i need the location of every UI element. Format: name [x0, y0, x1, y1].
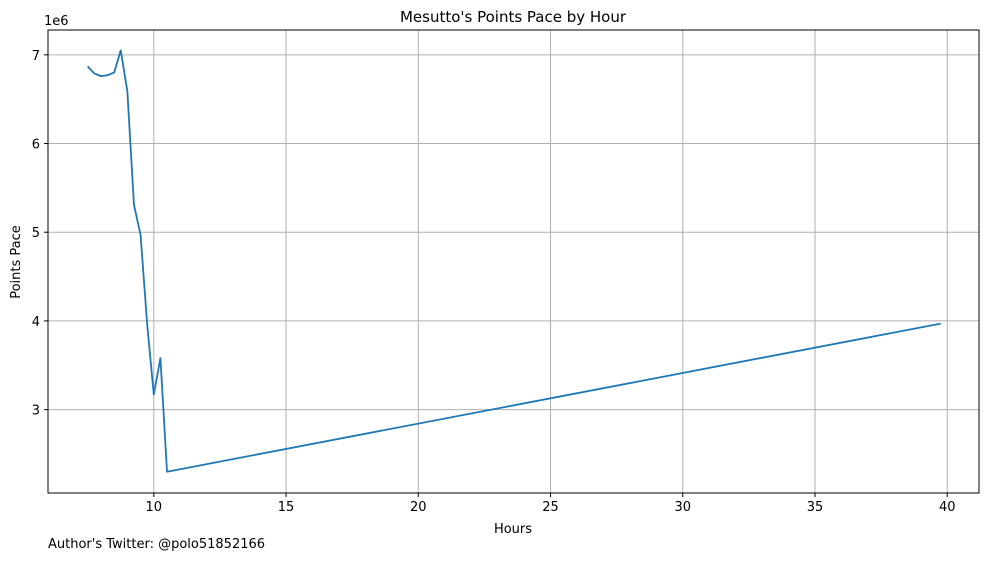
x-tick-label: 40	[939, 500, 956, 515]
footnote: Author's Twitter: @polo51852166	[48, 537, 266, 552]
y-axis-label: Points Pace	[9, 225, 24, 299]
chart-title: Mesutto's Points Pace by Hour	[400, 8, 627, 26]
y-tick-label: 6	[32, 138, 40, 153]
y-tick-label: 5	[32, 226, 40, 241]
y-tick-label: 4	[32, 315, 40, 330]
series-layer	[87, 49, 941, 473]
tick-layer: 10 15 20 25 30 35 40 3 4 5 6 7	[32, 49, 956, 515]
x-tick-label: 10	[146, 500, 163, 515]
x-axis-label: Hours	[494, 522, 532, 537]
y-tick-label: 3	[32, 404, 40, 419]
x-tick-label: 15	[278, 500, 295, 515]
y-tick-label: 7	[32, 49, 40, 64]
x-tick-label: 25	[542, 500, 559, 515]
x-tick-label: 20	[410, 500, 427, 515]
series-line	[87, 49, 941, 473]
x-tick-label: 35	[807, 500, 824, 515]
grid-layer	[48, 30, 979, 493]
x-tick-label: 30	[674, 500, 691, 515]
y-multiplier-label: 1e6	[44, 14, 69, 29]
plot-frame	[47, 29, 980, 494]
